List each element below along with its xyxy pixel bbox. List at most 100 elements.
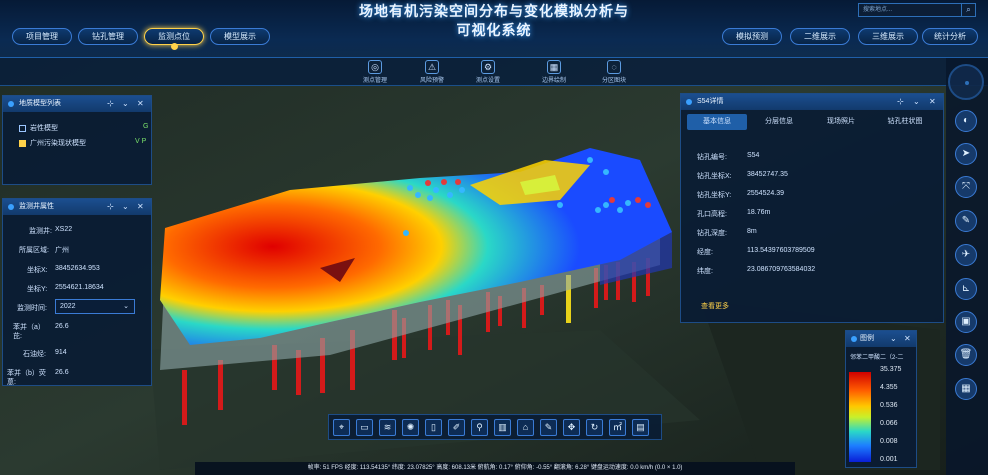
checkbox[interactable] — [19, 124, 26, 132]
search-icon[interactable]: ⌕ — [961, 4, 975, 16]
ruler-icon[interactable]: ⊾ — [955, 278, 977, 300]
well-properties-panel: 监测井属性 ⊹ ⌄ ✕ 监测井: XS22 所属区域: 广州 坐标X: 3845… — [2, 198, 152, 386]
pin-icon[interactable]: ⊹ — [107, 202, 114, 211]
chevron-down-icon[interactable]: ⌄ — [122, 99, 129, 108]
monitoring-markers[interactable] — [403, 157, 651, 236]
settings-icon: ⚙ — [481, 60, 495, 74]
chevron-down-icon[interactable]: ⌄ — [122, 202, 129, 211]
detail-value: 18.76m — [747, 209, 771, 216]
nav-3d[interactable]: 三维展示 — [858, 28, 918, 45]
chevron-down-icon[interactable]: ⌄ — [890, 334, 897, 343]
year-select[interactable]: 2022 ⌄ — [55, 299, 135, 314]
legend-color-bar — [849, 372, 871, 462]
tool-boundary-draw[interactable]: ▦ 边界绘制 — [532, 60, 576, 84]
bottom-toolbar: ⌖ ▭ ≋ ✺ ▯ ✐ ⚲ ▥ ⌂ ✎ ✥ ↻ ㎡ ▤ — [328, 414, 662, 440]
fly-icon[interactable]: ✈ — [955, 244, 977, 266]
photo-icon[interactable]: ⌂ — [517, 419, 534, 436]
well-field-label: 所属区域: — [19, 247, 49, 254]
detail-value: 8m — [747, 228, 757, 235]
nav-2d[interactable]: 二维展示 — [790, 28, 850, 45]
legend-value: 0.066 — [880, 420, 898, 427]
nav-monitoring[interactable]: 监测点位 — [144, 28, 204, 50]
geo-item-pollution[interactable]: 广州污染现状模型 V P — [19, 138, 149, 148]
view-more-link[interactable]: 查看更多 — [701, 303, 729, 310]
layers-icon[interactable]: ≋ — [379, 419, 396, 436]
geo-item-flag: G — [143, 123, 149, 130]
box-icon[interactable]: ▯ — [425, 419, 442, 436]
active-indicator — [171, 43, 178, 50]
pin-icon[interactable]: ⚲ — [471, 419, 488, 436]
nav-model[interactable]: 模型展示 — [210, 28, 270, 45]
measure-icon[interactable]: ㎡ — [609, 419, 626, 436]
geo-item-flag: V P — [135, 138, 147, 145]
tab-layer-info[interactable]: 分层信息 — [765, 118, 793, 125]
tab-site-photos[interactable]: 现场照片 — [827, 118, 855, 125]
nav-borehole[interactable]: 钻孔管理 — [78, 28, 138, 45]
legend-value: 0.008 — [880, 438, 898, 445]
tool-label: 分区图块 — [601, 78, 626, 84]
light-icon[interactable]: ✺ — [402, 419, 419, 436]
pin-icon[interactable]: ⊹ — [107, 99, 114, 108]
checkbox-checked[interactable] — [19, 139, 26, 147]
panel-icon — [8, 204, 14, 210]
legend-value: 35.375 — [880, 366, 902, 373]
detail-label: 钻孔编号: — [697, 154, 727, 161]
geo-item-lithology[interactable]: 岩性模型 G — [19, 123, 149, 133]
nav-stats[interactable]: 统计分析 — [922, 28, 978, 45]
legend-value: 4.355 — [880, 384, 898, 391]
close-icon[interactable]: ✕ — [137, 99, 144, 108]
detail-label: 纬度: — [697, 268, 713, 275]
search-input[interactable]: 搜索地点... ⌕ — [858, 3, 976, 17]
edit-box-icon[interactable]: ✎ — [955, 210, 977, 232]
well-field-value: 2554621.18634 — [55, 284, 104, 291]
well-field-value: 914 — [55, 349, 67, 356]
pin-icon[interactable]: ⊹ — [897, 97, 904, 106]
search-placeholder: 搜索地点... — [863, 7, 893, 13]
nav-simulation[interactable]: 模拟预测 — [722, 28, 782, 45]
detail-value: 38452747.35 — [747, 171, 788, 178]
geo-item-label: 广州污染现状模型 — [30, 140, 86, 147]
target-icon: ◎ — [368, 60, 382, 74]
rotate-icon[interactable]: ↻ — [586, 419, 603, 436]
close-icon[interactable]: ✕ — [929, 97, 936, 106]
panel-icon — [851, 336, 857, 342]
year-select-value: 2022 — [60, 303, 76, 310]
note-icon[interactable]: ✐ — [448, 419, 465, 436]
trash-icon[interactable]: 🗑 — [955, 344, 977, 366]
move-icon[interactable]: ✥ — [563, 419, 580, 436]
close-icon[interactable]: ✕ — [137, 202, 144, 211]
borehole-detail-panel: S54详情 ⊹ ⌄ ✕ 基本信息 分层信息 现场照片 钻孔柱状图 钻孔编号: S5… — [680, 93, 944, 323]
screen-icon[interactable]: ▭ — [356, 419, 373, 436]
detail-row: 钻孔坐标X: 38452747.35 — [697, 171, 788, 181]
nav-monitoring-label: 监测点位 — [158, 32, 190, 41]
tool-point-manage[interactable]: ◎ 测点管理 — [353, 60, 397, 84]
well-field-label: 监测时间: — [17, 305, 47, 312]
zone-icon: ◌ — [607, 60, 621, 74]
grid-icon[interactable]: ▦ — [955, 378, 977, 400]
tab-borehole-column[interactable]: 钻孔柱状图 — [887, 118, 923, 125]
tab-basic-info[interactable]: 基本信息 — [687, 114, 747, 130]
tool-risk-warning[interactable]: ⚠ 风险预警 — [410, 60, 454, 84]
detail-panel-title: S54详情 — [697, 98, 724, 105]
well-field-label: 苯并（a）芘: — [13, 324, 45, 340]
tool-zone-blocks[interactable]: ◌ 分区图块 — [592, 60, 636, 84]
geo-model-panel: 地质模型列表 ⊹ ⌄ ✕ 岩性模型 G 广州污染现状模型 V P — [2, 95, 152, 185]
well-field-value: 26.6 — [55, 369, 69, 376]
legend-header: 图例 ⌄ ✕ — [846, 331, 916, 347]
scene-icon[interactable]: ▤ — [632, 419, 649, 436]
cursor-icon[interactable]: ➤ — [955, 143, 977, 165]
edit-icon[interactable]: ✎ — [540, 419, 557, 436]
chevron-down-icon[interactable]: ⌄ — [913, 97, 920, 106]
detail-label: 钻孔坐标Y: — [697, 192, 732, 199]
nav-project[interactable]: 项目管理 — [12, 28, 72, 45]
bar-icon[interactable]: ▥ — [494, 419, 511, 436]
location-icon[interactable]: ⌖ — [333, 419, 350, 436]
status-bar: 帧率: 51 FPS 经度: 113.54135° 纬度: 23.07825° … — [195, 462, 795, 475]
compass-icon[interactable] — [948, 64, 984, 100]
legend-title: 图例 — [860, 335, 874, 342]
expand-icon[interactable]: ⤧ — [955, 176, 977, 198]
globe-icon[interactable]: ◐ — [955, 110, 977, 132]
image-icon[interactable]: ▣ — [955, 311, 977, 333]
tool-point-settings[interactable]: ⚙ 测点设置 — [466, 60, 510, 84]
close-icon[interactable]: ✕ — [904, 334, 911, 343]
